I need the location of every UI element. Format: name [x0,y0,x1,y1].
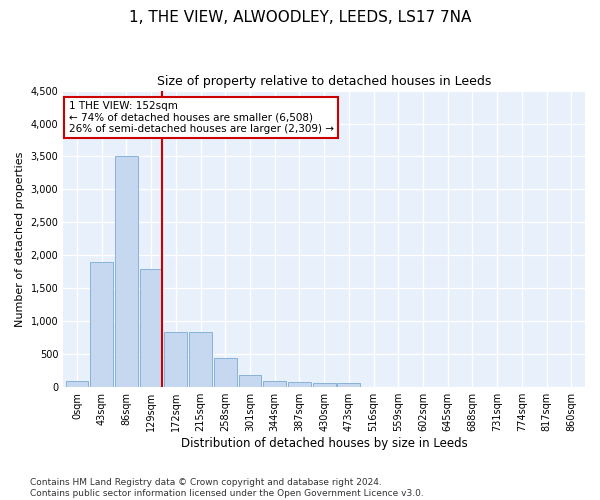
Bar [337,384,360,387]
Text: 1 THE VIEW: 152sqm
← 74% of detached houses are smaller (6,508)
26% of semi-deta: 1 THE VIEW: 152sqm ← 74% of detached hou… [68,101,334,134]
Bar [263,380,286,387]
Bar [65,380,88,387]
Bar [164,332,187,387]
Title: Size of property relative to detached houses in Leeds: Size of property relative to detached ho… [157,75,491,88]
Y-axis label: Number of detached properties: Number of detached properties [15,151,25,326]
Bar [140,268,163,387]
Bar [313,384,335,387]
Text: 1, THE VIEW, ALWOODLEY, LEEDS, LS17 7NA: 1, THE VIEW, ALWOODLEY, LEEDS, LS17 7NA [129,10,471,25]
Text: Contains HM Land Registry data © Crown copyright and database right 2024.
Contai: Contains HM Land Registry data © Crown c… [30,478,424,498]
Bar [288,382,311,387]
X-axis label: Distribution of detached houses by size in Leeds: Distribution of detached houses by size … [181,437,467,450]
Bar [214,358,236,387]
Bar [189,332,212,387]
Bar [239,376,262,387]
Bar [90,262,113,387]
Bar [115,156,138,387]
